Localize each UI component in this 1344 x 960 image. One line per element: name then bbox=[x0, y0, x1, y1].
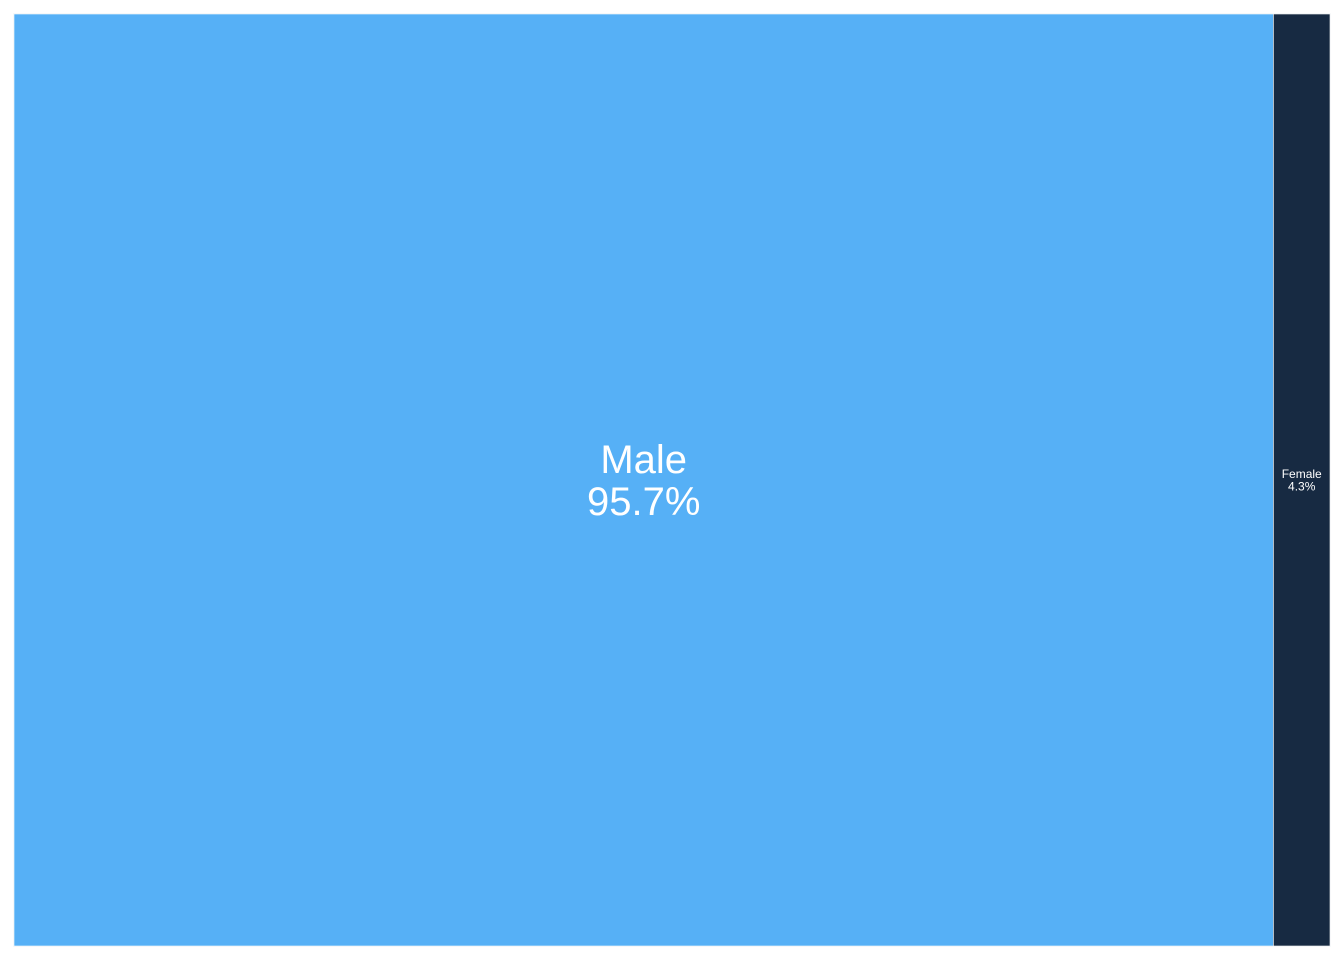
tile-female bbox=[1273, 13, 1331, 947]
tile-value-female: 4.3% bbox=[1288, 480, 1316, 494]
tile-male bbox=[13, 13, 1274, 947]
tile-label-female: Female bbox=[1282, 467, 1322, 481]
tile-label-male: Male bbox=[600, 438, 687, 482]
tile-value-male: 95.7% bbox=[587, 480, 700, 524]
